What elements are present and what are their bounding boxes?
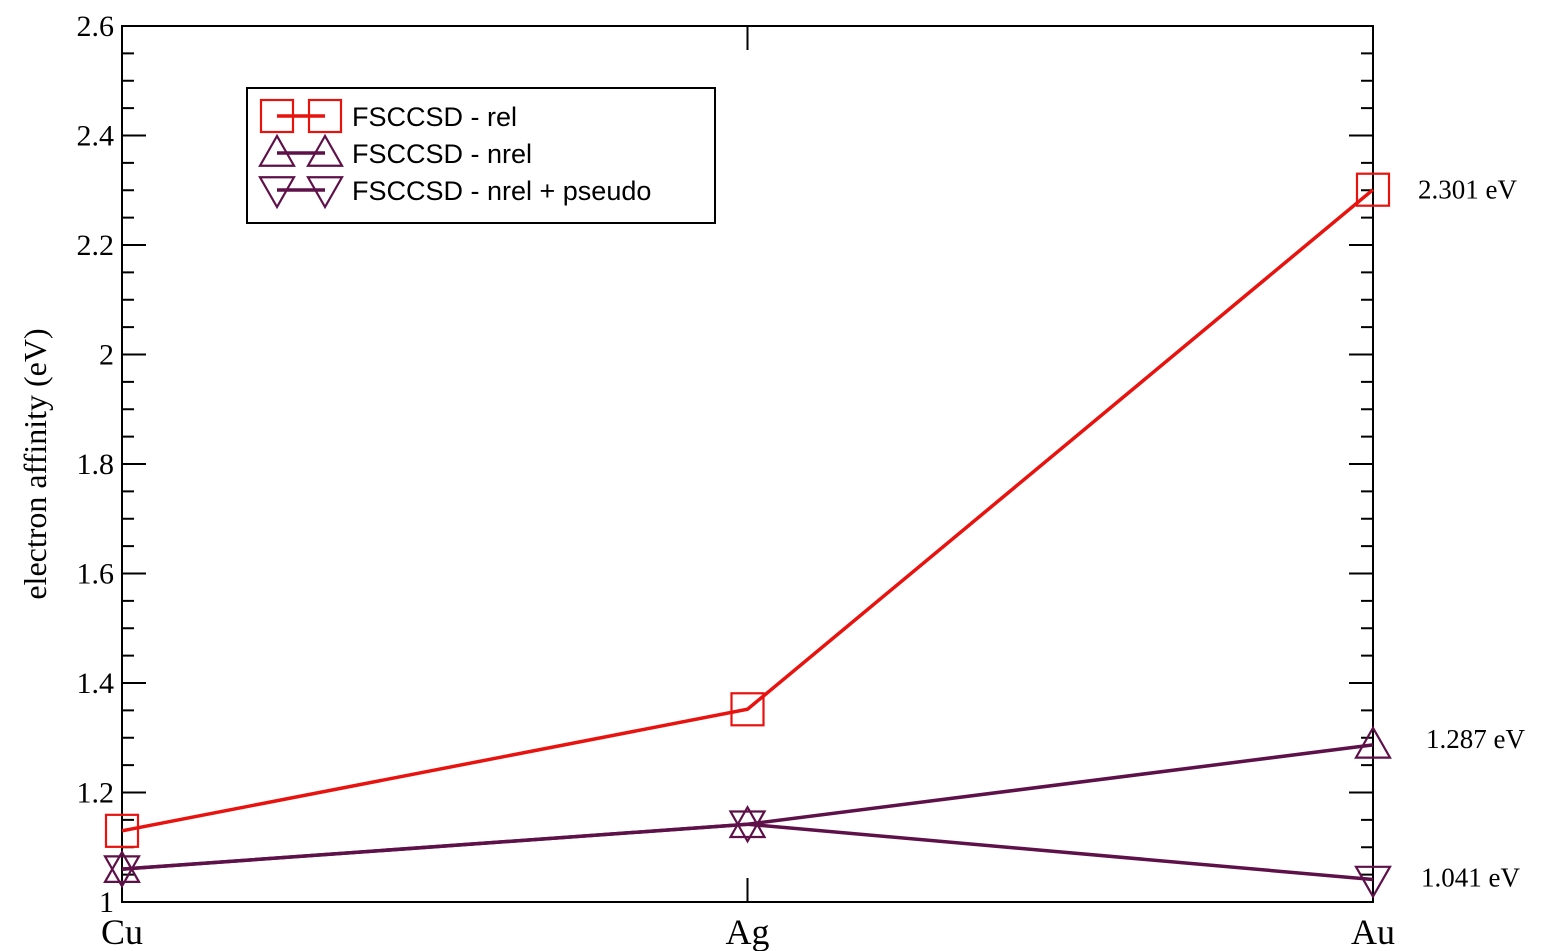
legend-label-2: FSCCSD - nrel: [352, 139, 532, 169]
value-annotation: 2.301 eV: [1418, 175, 1517, 205]
legend-marker-1: [307, 98, 343, 134]
x-tick-label: Ag: [726, 912, 770, 951]
x-tick-label: Cu: [101, 912, 143, 951]
value-annotation: 1.041 eV: [1421, 863, 1520, 893]
x-axis-ticks: Cu Ag Au: [101, 26, 1395, 951]
value-annotations: 2.301 eV 1.287 eV 1.041 eV: [1418, 175, 1525, 893]
data-point-series-1: [104, 813, 140, 848]
series-lines: [103, 172, 1392, 899]
data-point-series-3: [103, 855, 141, 889]
data-point-series-2: [728, 805, 767, 839]
data-point-series-3: [728, 810, 767, 844]
series-line-1: [121, 188, 1375, 833]
y-axis-ticks: 1 1.2 1.4 1.6 1.8 2 2.2 2.4 2.6: [77, 10, 1373, 919]
y-axis-title: electron affinity (eV): [17, 328, 53, 599]
legend-label-1: FSCCSD - rel: [352, 102, 517, 132]
legend-marker-3: [306, 176, 344, 210]
y-tick-label: 1: [99, 886, 114, 919]
y-tick-label: 1.8: [77, 448, 115, 481]
data-point-series-1: [730, 692, 765, 727]
y-tick-label: 2.2: [77, 229, 115, 262]
legend-marker-2: [306, 133, 344, 167]
legend-box: [246, 87, 716, 224]
data-point-series-2: [103, 849, 141, 884]
x-tick-label: Au: [1351, 912, 1395, 951]
y-tick-label: 1.2: [77, 777, 115, 810]
value-annotation: 1.287 eV: [1426, 724, 1525, 754]
legend-marker-2: [258, 133, 296, 167]
y-tick-label: 1.4: [77, 667, 115, 700]
y-tick-label: 2.4: [77, 120, 115, 153]
y-tick-label: 1.6: [77, 558, 115, 591]
legend-marker-3: [258, 176, 296, 210]
data-point-series-2: [1354, 725, 1392, 759]
legend-label-3: FSCCSD - nrel + pseudo: [352, 176, 651, 206]
data-point-series-3: [1354, 865, 1392, 899]
y-tick-label: 2.6: [77, 10, 115, 43]
series-line-3: [121, 822, 1374, 882]
legend-marker-1: [259, 98, 295, 134]
data-point-series-1: [1355, 172, 1391, 207]
y-tick-label: 2: [99, 339, 114, 372]
legend: FSCCSD - rel FSCCSD - nrel FSCCSD - nrel +…: [246, 87, 716, 224]
